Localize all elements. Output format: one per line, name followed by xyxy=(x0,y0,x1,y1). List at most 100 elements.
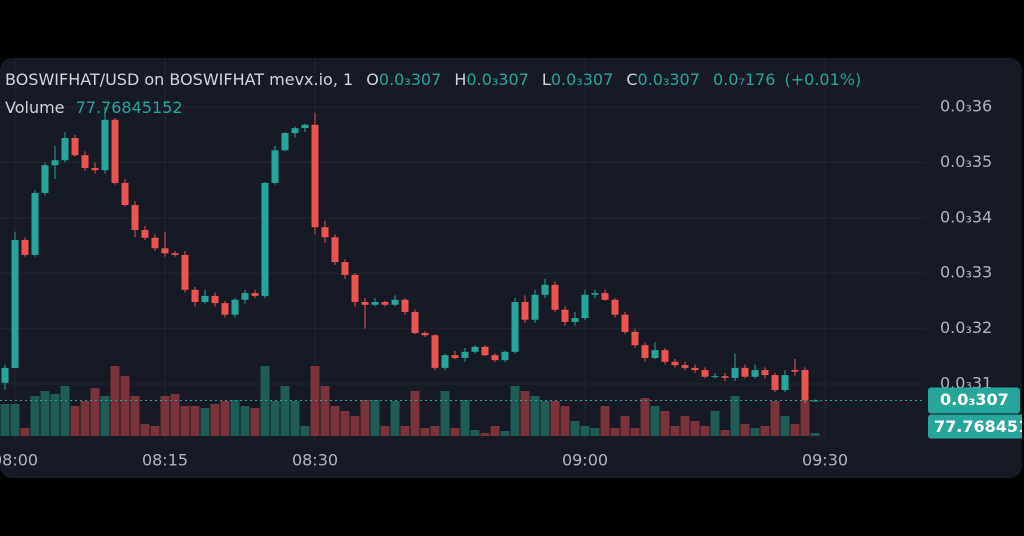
volume-bar xyxy=(500,431,510,436)
x-tick-label: 08:30 xyxy=(292,451,338,470)
candle-body xyxy=(411,311,419,334)
volume-bar xyxy=(280,386,290,436)
candle-body xyxy=(291,128,299,134)
candle-body xyxy=(361,301,369,305)
change-percent: (+0.01%) xyxy=(785,70,862,89)
volume-bar xyxy=(230,400,240,436)
volume-bar xyxy=(800,401,810,436)
candle-body xyxy=(381,301,389,305)
volume-bar xyxy=(680,416,690,436)
candle-body xyxy=(351,274,359,302)
y-tick-label: 0.0₃33 xyxy=(940,263,992,282)
volume-bar xyxy=(620,416,630,436)
open-value: 0.0₃307 xyxy=(379,70,441,89)
candle-body xyxy=(661,350,669,362)
candle-body xyxy=(501,351,509,361)
x-tick-label: 09:30 xyxy=(802,451,848,470)
volume-bar xyxy=(180,406,190,436)
high-value: 0.0₃307 xyxy=(466,70,528,89)
volume-bar xyxy=(140,424,150,436)
volume-bar xyxy=(380,426,390,436)
volume-bar xyxy=(440,391,450,436)
volume-bar xyxy=(580,426,590,436)
volume-bar xyxy=(530,396,540,436)
candle-body xyxy=(621,314,629,332)
candle-body xyxy=(401,299,409,312)
close-value: 0.0₃307 xyxy=(638,70,700,89)
candle-body xyxy=(371,301,379,305)
candle-body xyxy=(191,289,199,302)
volume-bar xyxy=(480,433,490,436)
volume-bar xyxy=(0,404,10,436)
volume-bar xyxy=(740,424,750,436)
candle-body xyxy=(421,333,429,336)
candle-body xyxy=(441,355,449,368)
volume-bar xyxy=(170,394,180,436)
volume-bar xyxy=(270,401,280,436)
candle-body xyxy=(571,318,579,322)
volume-bar xyxy=(240,406,250,436)
y-tick-label: 0.0₃36 xyxy=(940,97,992,116)
volume-bar xyxy=(10,404,20,436)
candle-body xyxy=(201,295,209,302)
candle-body xyxy=(71,138,79,156)
volume-bar xyxy=(350,416,360,436)
candle-body xyxy=(11,239,19,368)
volume-bar xyxy=(220,401,230,436)
volume-tag-label: 77.76845152 xyxy=(934,417,1024,436)
y-tick-label: 0.0₃35 xyxy=(940,152,992,171)
volume-bar xyxy=(130,396,140,436)
candle-body xyxy=(31,192,39,255)
volume-bar xyxy=(460,400,470,436)
candle-body xyxy=(161,248,169,254)
volume-bar xyxy=(770,401,780,436)
candle-body xyxy=(581,294,589,319)
candle-body xyxy=(481,346,489,356)
low-value: 0.0₃307 xyxy=(551,70,613,89)
candle-body xyxy=(461,351,469,358)
candle-body xyxy=(41,165,49,193)
volume-bar xyxy=(330,406,340,436)
candle-body xyxy=(451,355,459,358)
volume-bar xyxy=(810,433,820,436)
volume-bar xyxy=(730,396,740,436)
volume-bar xyxy=(340,411,350,436)
candle-body xyxy=(491,355,499,361)
last-price-tag-label: 0.0₃307 xyxy=(940,390,1009,409)
candle-body xyxy=(341,262,349,275)
volume-bar xyxy=(420,428,430,436)
candle-body xyxy=(671,361,679,366)
candle-body xyxy=(541,284,549,295)
candle-body xyxy=(181,254,189,290)
volume-bar xyxy=(510,386,520,436)
volume-bar xyxy=(160,396,170,436)
candle-body xyxy=(331,237,339,263)
candle-body xyxy=(781,375,789,391)
volume-bar xyxy=(570,421,580,436)
x-tick-label: 09:00 xyxy=(562,451,608,470)
volume-bar xyxy=(100,396,110,436)
candle-body xyxy=(771,375,779,391)
volume-bar xyxy=(450,428,460,436)
volume-bar xyxy=(490,426,500,436)
volume-bar xyxy=(90,388,100,436)
candle-body xyxy=(51,160,59,166)
candle-body xyxy=(651,350,659,358)
candle-body xyxy=(131,205,139,231)
candle-body xyxy=(281,133,289,151)
candle-body xyxy=(701,370,709,377)
volume-bar xyxy=(630,428,640,436)
volume-bar xyxy=(610,428,620,436)
volume-bar xyxy=(410,391,420,436)
volume-bar xyxy=(790,424,800,436)
candle-body xyxy=(741,367,749,377)
volume-bar xyxy=(720,430,730,436)
candle-body xyxy=(431,335,439,368)
symbol: BOSWIFHAT/USD on BOSWIFHAT mevx.io, 1 xyxy=(5,70,353,89)
candle-body xyxy=(61,138,69,161)
y-tick-label: 0.0₃34 xyxy=(940,207,992,226)
volume-bar xyxy=(200,408,210,436)
volume-bar xyxy=(780,416,790,436)
candle-body xyxy=(791,370,799,372)
